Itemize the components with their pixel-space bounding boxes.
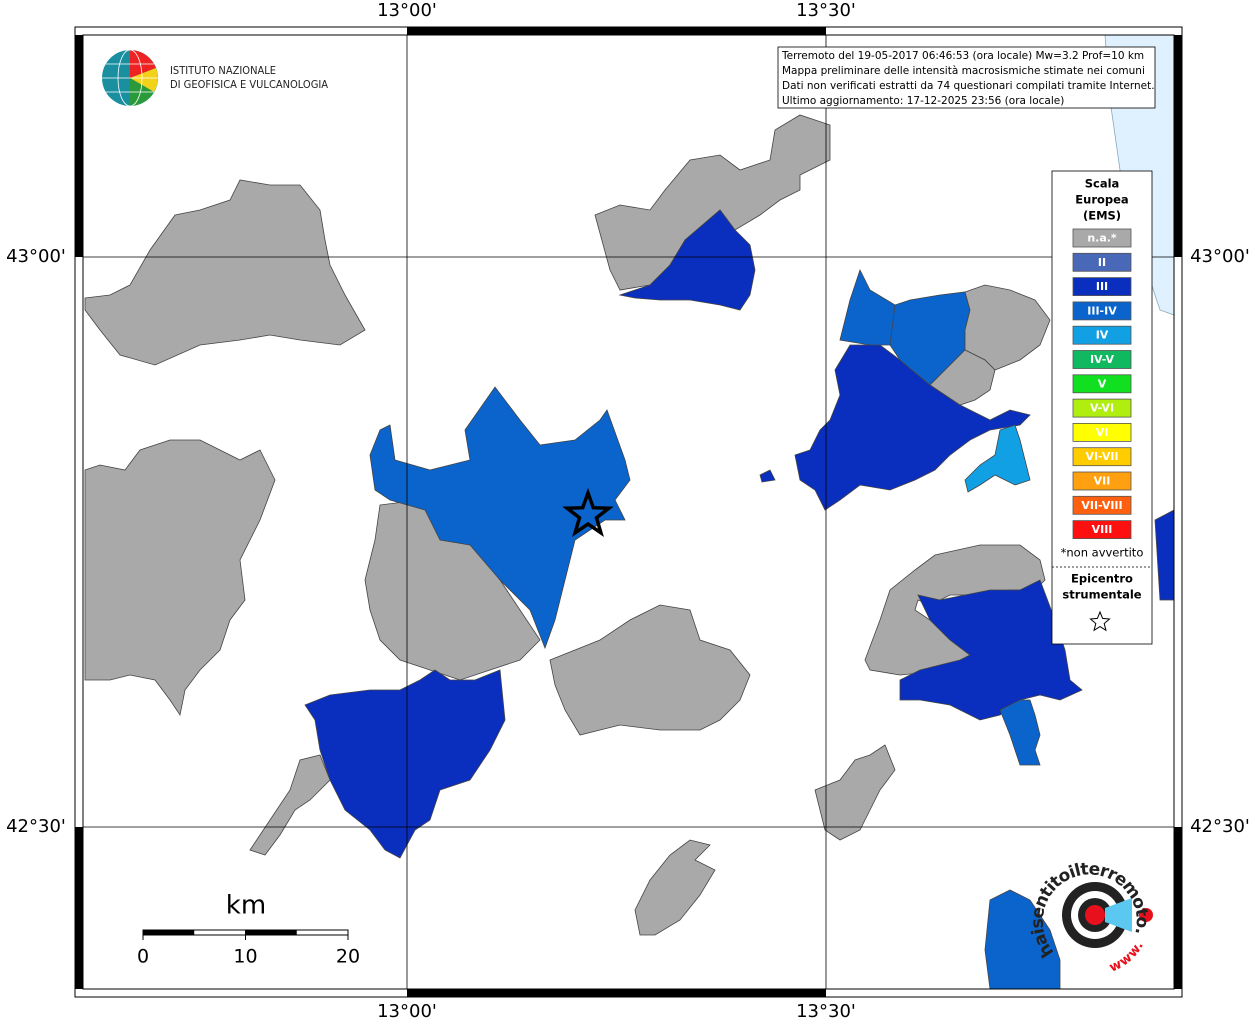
legend-swatch [1072, 350, 1132, 369]
legend-swatch [1072, 228, 1132, 248]
region [634, 839, 716, 936]
lon-label: 13°30' [796, 0, 856, 21]
legend-swatch [1072, 325, 1132, 345]
legend-epicenter: strumentale [1062, 588, 1141, 602]
legend-label: n.a.* [1087, 232, 1117, 245]
legend-label: VIII [1092, 523, 1113, 536]
region [84, 179, 366, 366]
region [369, 386, 631, 650]
info-box [777, 46, 1156, 109]
legend: Scala Europea (EMS) *non avvertito Epice… [1051, 170, 1153, 645]
scale-bar: km 0 10 20 [137, 891, 360, 968]
legend-title: Europea [1075, 193, 1128, 207]
region [814, 744, 896, 841]
frame [74, 26, 1183, 998]
ingv-logo: ISTITUTO NAZIONALE DI GEOFISICA E VULCAN… [102, 49, 328, 107]
legend-label: IV [1096, 329, 1109, 342]
institute-name: ISTITUTO NAZIONALE [170, 64, 276, 77]
legend-label: V [1098, 377, 1107, 390]
legend-title: (EMS) [1083, 209, 1121, 223]
region [984, 889, 1061, 990]
scale-label: 10 [233, 946, 257, 968]
graticule [83, 35, 1174, 989]
legend-swatch [1072, 301, 1132, 321]
info-line: Dati non verificati estratti da 74 quest… [782, 80, 1155, 92]
legend-epicenter: Epicentro [1071, 572, 1133, 586]
institute-name: DI GEOFISICA E VULCANOLOGIA [170, 78, 328, 91]
legend-label: III-IV [1087, 304, 1117, 317]
scale-label: 0 [137, 946, 149, 968]
lat-label: 43°00' [1190, 246, 1250, 267]
region [549, 604, 751, 736]
region [999, 699, 1041, 766]
legend-label: III [1096, 280, 1108, 293]
lon-label: 13°00' [377, 0, 437, 21]
logo-www: www. [1107, 939, 1146, 975]
lat-label: 42°30' [6, 816, 66, 837]
legend-swatch [1072, 277, 1132, 297]
legend-label: II [1098, 256, 1106, 269]
lat-label: 43°00' [6, 246, 66, 267]
region [839, 268, 901, 346]
legend-label: VI [1096, 426, 1109, 439]
legend-swatch [1072, 520, 1132, 539]
region [1154, 509, 1175, 601]
legend-label: V-VI [1090, 402, 1114, 415]
legend-swatch [1072, 252, 1132, 272]
scale-unit: km [226, 891, 266, 921]
info-line: Terremoto del 19-05-2017 06:46:53 (ora l… [781, 50, 1144, 62]
region [964, 284, 1051, 371]
info-line: Mappa preliminare delle intensità macros… [782, 65, 1145, 77]
legend-swatch [1072, 447, 1132, 467]
legend-swatch [1072, 398, 1132, 418]
legend-label: VI-VII [1085, 450, 1118, 463]
region [304, 669, 506, 859]
scale-label: 20 [336, 946, 360, 968]
regions [84, 114, 1175, 990]
legend-title: Scala [1085, 177, 1120, 191]
epicenter [562, 487, 614, 538]
legend-swatch [1072, 422, 1132, 442]
lon-label: 13°00' [377, 1001, 437, 1022]
lon-label: 13°30' [796, 1001, 856, 1022]
legend-label: IV-V [1090, 353, 1115, 366]
region [249, 754, 331, 856]
legend-swatch [1072, 495, 1132, 515]
logo-www-path: www. [1107, 939, 1146, 975]
info-line: Ultimo aggiornamento: 17-12-2025 23:56 (… [782, 95, 1064, 107]
legend-note: *non avvertito [1061, 546, 1144, 560]
legend-label: VII-VIII [1081, 499, 1122, 512]
region [964, 424, 1031, 493]
region [929, 349, 996, 406]
region [84, 439, 276, 717]
lat-label: 42°30' [1190, 816, 1250, 837]
legend-star [1089, 610, 1111, 632]
legend-swatch [1072, 374, 1132, 394]
legend-swatch [1072, 471, 1132, 491]
legend-label: VII [1094, 475, 1111, 488]
region [759, 469, 776, 483]
